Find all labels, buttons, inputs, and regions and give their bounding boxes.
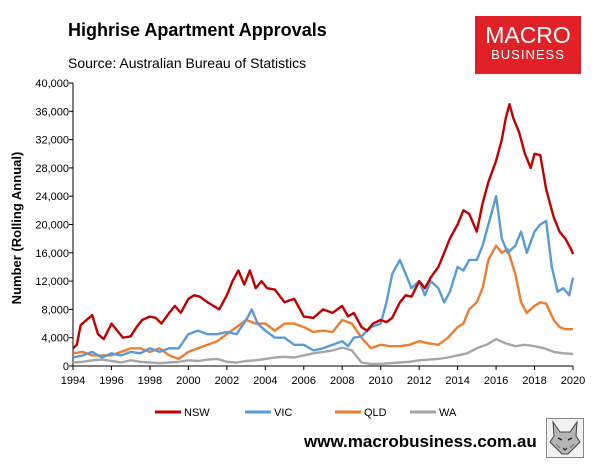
series-line-qld	[72, 244, 573, 361]
legend-label-wa: WA	[439, 407, 457, 419]
x-tick-label: 1998	[138, 375, 162, 387]
y-tick-label: 4,000	[41, 333, 69, 345]
y-tick-label: 28,000	[35, 163, 69, 175]
x-tick-label: 2008	[330, 375, 354, 387]
x-tick-label: 2018	[522, 375, 546, 387]
x-tick-label: 2000	[176, 375, 200, 387]
legend-label-qld: QLD	[364, 407, 387, 419]
series-line-wa	[72, 337, 574, 366]
x-tick-label: 1994	[61, 375, 85, 387]
y-tick-label: 8,000	[41, 304, 69, 316]
x-tick-label: 2012	[407, 375, 431, 387]
y-tick-label: 16,000	[35, 248, 69, 260]
chart-title: Highrise Apartment Approvals	[68, 20, 327, 40]
y-tick-label: 20,000	[35, 220, 69, 232]
x-tick-label: 2006	[292, 375, 316, 387]
x-tick-label: 2020	[561, 375, 585, 387]
chart-source: Source: Australian Bureau of Statistics	[68, 55, 307, 71]
series-lines	[72, 103, 575, 366]
x-tick-label: 2016	[484, 375, 508, 387]
y-tick-label: 32,000	[35, 135, 69, 147]
chart-axes: 0 4,000 8,000 12,000 16,000 20,000 24,000 28,00…	[35, 78, 585, 387]
y-tick-label: 24,000	[35, 191, 69, 203]
y-tick-label: 36,000	[35, 106, 69, 118]
legend-label-nsw: NSW	[184, 407, 210, 419]
x-tick-label: 2010	[368, 375, 392, 387]
y-tick-label: 12,000	[35, 276, 69, 288]
x-tick-label: 1996	[99, 375, 123, 387]
y-tick-label: 0	[63, 361, 69, 373]
x-tick-label: 2014	[445, 375, 469, 387]
footer-url: www.macrobusiness.com.au	[304, 432, 537, 451]
macrobusiness-logo: MACRO BUSINESS	[475, 16, 581, 74]
series-line-nsw	[72, 103, 575, 350]
logo-text-business: BUSINESS	[491, 47, 565, 62]
series-line-vic	[72, 195, 575, 359]
legend: NSW VIC QLD WA	[155, 407, 457, 419]
x-tick-label: 2004	[253, 375, 277, 387]
logo-text-macro: MACRO	[485, 22, 571, 48]
y-axis-label: Number (Rolling Annual)	[9, 152, 24, 305]
y-tick-label: 40,000	[35, 78, 69, 90]
wolf-icon	[546, 418, 584, 458]
legend-label-vic: VIC	[274, 407, 292, 419]
x-tick-label: 2002	[215, 375, 239, 387]
